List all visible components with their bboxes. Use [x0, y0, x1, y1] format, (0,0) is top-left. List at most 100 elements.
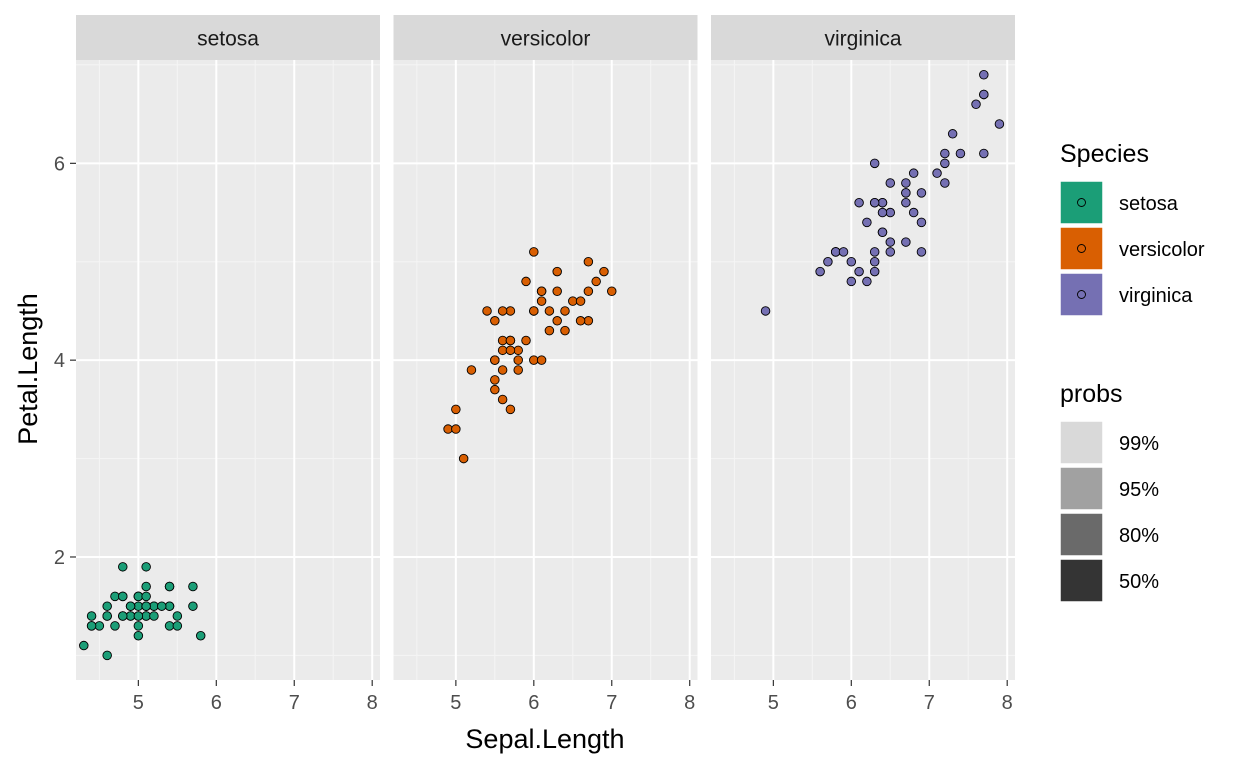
data-point: [505, 345, 516, 356]
data-point: [141, 591, 151, 602]
data-point: [497, 306, 508, 316]
facet-strip-virginica: [711, 15, 1015, 60]
data-point: [830, 247, 841, 257]
x-tick-label: 8: [1002, 692, 1013, 714]
data-point: [885, 247, 896, 257]
x-axis-title: Sepal.Length: [465, 724, 624, 754]
points-versicolor: [443, 247, 617, 464]
facet-strip-label: versicolor: [501, 28, 591, 51]
data-point: [823, 256, 833, 267]
legend-key-80%: [1059, 512, 1104, 557]
data-point: [979, 89, 989, 100]
data-point: [885, 207, 896, 218]
data-point: [544, 325, 555, 336]
data-point: [94, 621, 105, 631]
data-point: [513, 365, 523, 375]
data-point: [846, 256, 857, 267]
x-tick-label: 8: [684, 692, 695, 714]
data-point: [994, 119, 1005, 129]
data-point: [443, 424, 453, 434]
data-point: [544, 306, 555, 316]
points-setosa: [79, 562, 206, 661]
x-tick-label: 7: [924, 692, 935, 714]
y-tick-label: 6: [54, 153, 65, 175]
legend-key-99%: [1059, 420, 1104, 465]
data-point: [110, 621, 120, 631]
data-point: [854, 266, 864, 277]
data-point: [513, 355, 523, 365]
data-point: [536, 355, 547, 365]
legend-key-point: [1077, 244, 1086, 253]
data-point: [529, 306, 539, 316]
panel-setosa: setosa: [76, 15, 380, 680]
data-point: [971, 99, 981, 110]
data-point: [156, 601, 167, 611]
panel-versicolor: versicolor: [393, 15, 698, 680]
data-point: [901, 178, 911, 188]
data-point: [869, 266, 880, 277]
data-point: [490, 355, 500, 365]
data-point: [885, 237, 896, 247]
data-point: [854, 197, 864, 208]
data-point: [862, 276, 872, 287]
data-point: [575, 316, 586, 326]
data-point: [497, 335, 508, 346]
data-point: [497, 365, 508, 375]
legend-label: virginica: [1119, 285, 1193, 307]
data-point: [877, 207, 888, 218]
data-point: [599, 266, 609, 277]
data-point: [869, 197, 880, 208]
data-point: [583, 256, 594, 267]
data-point: [451, 404, 461, 415]
data-point: [583, 286, 594, 297]
data-point: [932, 168, 942, 178]
data-point: [552, 266, 562, 277]
data-point: [102, 611, 112, 621]
legend-key-50%: [1059, 558, 1104, 603]
data-point: [79, 640, 89, 651]
data-point: [458, 453, 469, 464]
data-point: [497, 345, 508, 356]
data-point: [149, 601, 159, 611]
data-point: [466, 365, 477, 375]
data-point: [838, 247, 849, 257]
facet-strip-label: virginica: [824, 28, 901, 51]
data-point: [869, 158, 880, 169]
points-virginica: [760, 70, 1005, 316]
x-tick-label: 8: [367, 692, 378, 714]
panel-background: [76, 60, 380, 680]
data-point: [164, 581, 175, 592]
data-point: [901, 188, 911, 198]
data-point: [877, 197, 888, 208]
data-point: [940, 178, 950, 188]
data-point: [172, 621, 183, 631]
data-point: [901, 237, 911, 247]
data-point: [505, 404, 516, 415]
data-point: [133, 621, 144, 631]
data-point: [505, 335, 516, 346]
data-point: [86, 621, 97, 631]
data-point: [529, 355, 539, 365]
data-point: [86, 611, 97, 621]
x-tick-label: 6: [211, 692, 222, 714]
x-tick-label: 5: [133, 692, 144, 714]
data-point: [521, 276, 531, 287]
data-point: [133, 591, 144, 602]
data-point: [568, 296, 578, 306]
data-point: [125, 601, 136, 611]
legend-key-point: [1077, 198, 1086, 207]
data-point: [916, 217, 927, 228]
data-point: [118, 562, 128, 572]
data-point: [955, 148, 966, 159]
x-tick-label: 7: [289, 692, 300, 714]
data-point: [560, 325, 570, 336]
data-point: [940, 148, 950, 159]
data-point: [846, 276, 857, 287]
data-point: [560, 306, 570, 316]
data-point: [869, 256, 880, 267]
data-point: [979, 148, 989, 159]
data-point: [172, 611, 183, 621]
data-point: [979, 70, 989, 80]
data-point: [188, 581, 198, 592]
